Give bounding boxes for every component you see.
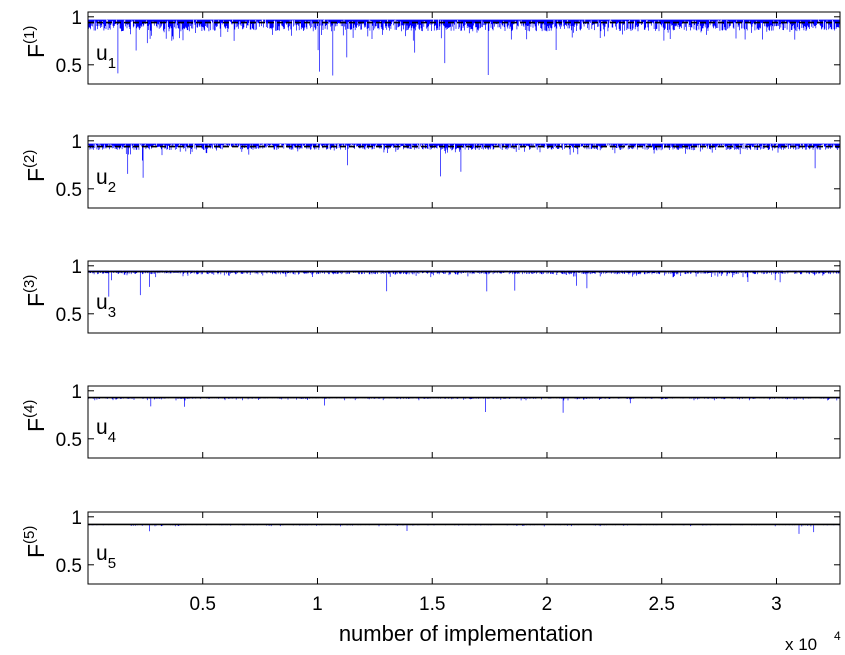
y-tick-label-1-0: 0.5 bbox=[56, 56, 82, 77]
series-annotation-1: u1 bbox=[96, 42, 116, 72]
x-axis-label: number of implementation bbox=[339, 621, 593, 646]
y-axis-label-5: F(5) bbox=[21, 526, 49, 558]
x-tick-label-3: 2 bbox=[542, 594, 553, 615]
axes-box-3 bbox=[87, 260, 841, 334]
series-annotation-2: u2 bbox=[96, 166, 116, 196]
series-annotation-4: u4 bbox=[96, 416, 116, 446]
y-axis-label-2: F(2) bbox=[21, 150, 49, 182]
fidelity-series-5 bbox=[88, 524, 840, 534]
axes-box-4 bbox=[87, 385, 841, 459]
y-tick-label-4-1: 1 bbox=[71, 382, 82, 403]
x-exponent-power: 4 bbox=[834, 629, 841, 643]
fidelity-series-4 bbox=[88, 397, 840, 413]
y-axis-label-4: F(4) bbox=[21, 400, 49, 432]
y-tick-label-5-0: 0.5 bbox=[56, 556, 82, 577]
x-tick-label-4: 2.5 bbox=[649, 594, 675, 615]
fidelity-series-1 bbox=[88, 19, 840, 76]
series-annotation-5: u5 bbox=[96, 542, 116, 572]
y-axis-label-3: F(3) bbox=[21, 275, 49, 307]
y-tick-label-3-0: 0.5 bbox=[56, 305, 82, 326]
x-tick-label-0: 0.5 bbox=[190, 594, 216, 615]
x-tick-label-5: 3 bbox=[771, 594, 782, 615]
axes-box-1 bbox=[87, 11, 841, 85]
axes-box-2 bbox=[87, 135, 841, 209]
panel-2: 0.5 1 F(2) u2 bbox=[21, 132, 841, 209]
axes-box-5 bbox=[87, 511, 841, 585]
panel-1: 0.5 1 F(1) u1 bbox=[21, 8, 841, 85]
series-annotation-3: u3 bbox=[96, 291, 116, 321]
fidelity-series-3 bbox=[88, 270, 840, 297]
y-tick-label-5-1: 1 bbox=[71, 508, 82, 529]
y-tick-label-2-0: 0.5 bbox=[56, 180, 82, 201]
fidelity-series-2 bbox=[88, 143, 840, 178]
y-axis-label-1: F(1) bbox=[21, 26, 49, 58]
y-tick-label-4-0: 0.5 bbox=[56, 430, 82, 451]
y-tick-label-3-1: 1 bbox=[71, 257, 82, 278]
y-tick-label-1-1: 1 bbox=[71, 8, 82, 29]
x-tick-label-1: 1 bbox=[312, 594, 323, 615]
x-tick-label-2: 1.5 bbox=[419, 594, 445, 615]
y-tick-label-2-1: 1 bbox=[71, 132, 82, 153]
panel-3: 0.5 1 F(3) u3 bbox=[21, 257, 841, 334]
panel-5: 0.5 1 0.5 1 1.5 2 2.5 3 F(5) u5 bbox=[21, 508, 841, 615]
x-exponent-base: x 10 bbox=[785, 635, 817, 654]
panel-4: 0.5 1 F(4) u4 bbox=[21, 382, 841, 459]
